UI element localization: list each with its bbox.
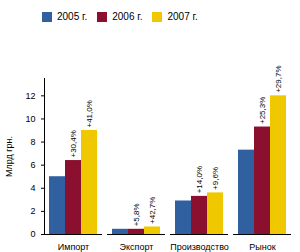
svg-text:4: 4	[30, 183, 35, 193]
svg-text:+42,7%: +42,7%	[148, 197, 157, 224]
html-text:2007 г.: 2007 г.	[167, 11, 198, 22]
svg-text:+29,7%: +29,7%	[274, 65, 283, 92]
html-text:2006 г.: 2006 г.	[112, 11, 143, 22]
html-text:2005 г.: 2005 г.	[57, 11, 88, 22]
svg-text:+41,0%: +41,0%	[85, 100, 94, 127]
svg-text:Импорт: Импорт	[58, 242, 89, 252]
svg-text:+9,6%: +9,6%	[211, 167, 220, 190]
svg-text:10: 10	[25, 114, 35, 124]
svg-text:8: 8	[30, 137, 35, 147]
svg-text:12: 12	[25, 91, 35, 101]
svg-text:Рынок: Рынок	[249, 242, 275, 252]
svg-text:+14,0%: +14,0%	[195, 166, 204, 193]
svg-text:6: 6	[30, 160, 35, 170]
svg-text:0: 0	[30, 229, 35, 239]
svg-text:Экспорт: Экспорт	[120, 242, 154, 252]
svg-text:+30,4%: +30,4%	[69, 130, 78, 157]
svg-text:+25,3%: +25,3%	[258, 97, 267, 124]
svg-text:Млрд грн.: Млрд грн.	[4, 136, 14, 177]
svg-text:+5,8%: +5,8%	[132, 203, 141, 226]
svg-text:2: 2	[30, 206, 35, 216]
svg-text:Производство: Производство	[170, 242, 229, 252]
